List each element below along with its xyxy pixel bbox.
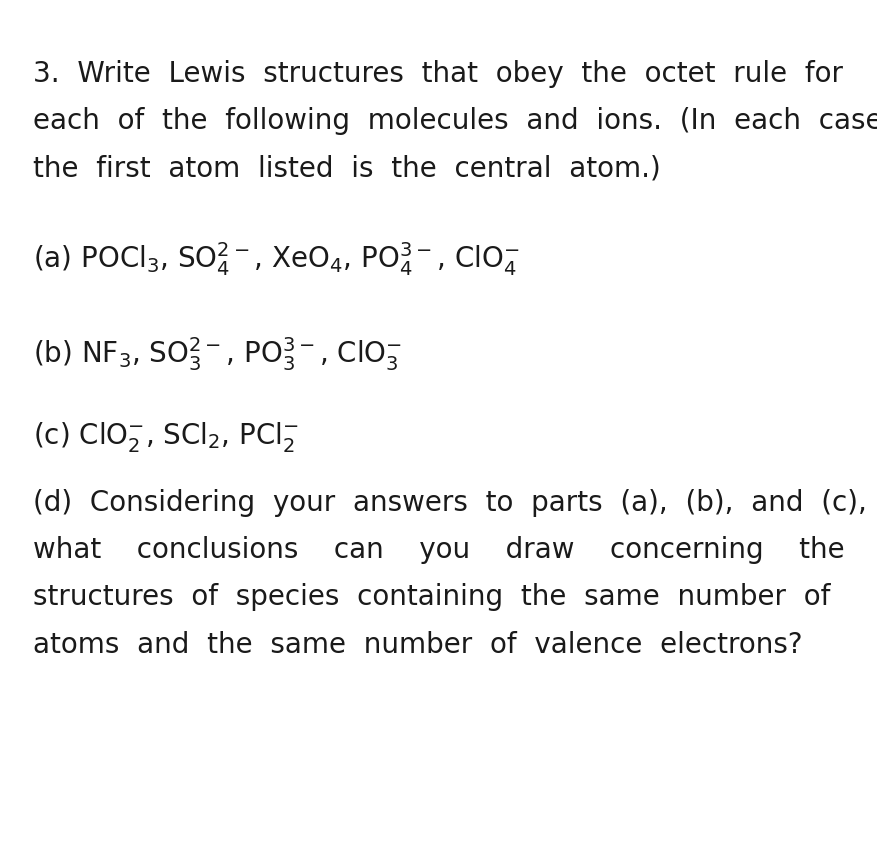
Text: (d)  Considering  your  answers  to  parts  (a),  (b),  and  (c),: (d) Considering your answers to parts (a…: [33, 489, 866, 517]
Text: what    conclusions    can    you    draw    concerning    the: what conclusions can you draw concerning…: [33, 536, 844, 565]
Text: (a) POCl$_3$, SO$_4^{2-}$, XeO$_4$, PO$_4^{3-}$, ClO$_4^{-}$: (a) POCl$_3$, SO$_4^{2-}$, XeO$_4$, PO$_…: [33, 240, 519, 278]
Text: 3.  Write  Lewis  structures  that  obey  the  octet  rule  for: 3. Write Lewis structures that obey the …: [33, 60, 843, 88]
Text: (c) ClO$_2^{-}$, SCl$_2$, PCl$_2^{-}$: (c) ClO$_2^{-}$, SCl$_2$, PCl$_2^{-}$: [33, 420, 299, 455]
Text: each  of  the  following  molecules  and  ions.  (In  each  case: each of the following molecules and ions…: [33, 107, 877, 136]
Text: atoms  and  the  same  number  of  valence  electrons?: atoms and the same number of valence ele…: [33, 631, 802, 659]
Text: structures  of  species  containing  the  same  number  of: structures of species containing the sam…: [33, 583, 830, 612]
Text: (b) NF$_3$, SO$_3^{2-}$, PO$_3^{3-}$, ClO$_3^{-}$: (b) NF$_3$, SO$_3^{2-}$, PO$_3^{3-}$, Cl…: [33, 335, 403, 372]
Text: the  first  atom  listed  is  the  central  atom.): the first atom listed is the central ato…: [33, 154, 660, 183]
